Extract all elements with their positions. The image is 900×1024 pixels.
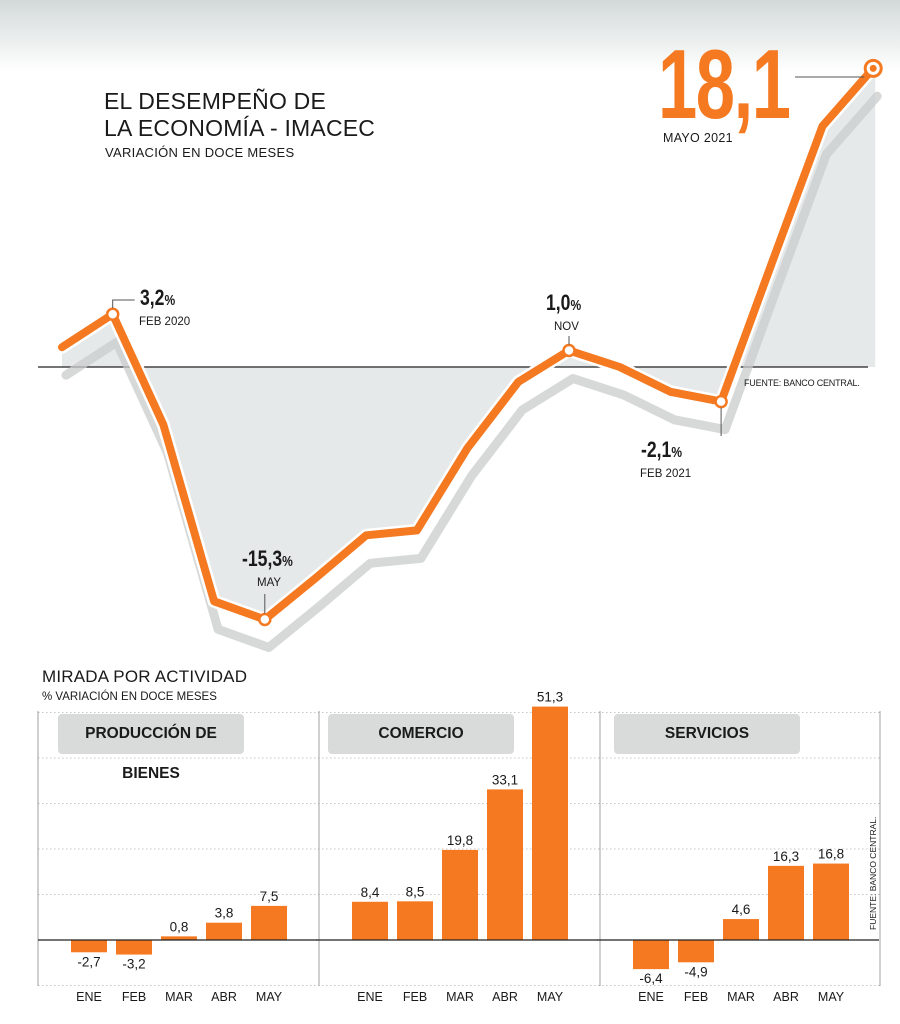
x-tick-label: MAY — [818, 990, 845, 1004]
bar-bienes-feb — [116, 940, 152, 955]
point-may2020 — [258, 612, 272, 627]
x-tick-label: ENE — [638, 990, 664, 1004]
bar-value-label: 19,8 — [447, 833, 473, 848]
bar-value-label: 8,5 — [406, 884, 425, 899]
top-band — [0, 0, 900, 72]
bar-servicios-abr — [768, 865, 804, 940]
bar-bienes-ene — [71, 940, 107, 953]
bar-value-label: -4,9 — [684, 964, 707, 979]
imacec-series-line — [58, 64, 878, 624]
point-may2021-center — [869, 64, 877, 72]
bar-bienes-abr — [206, 922, 242, 940]
bar-value-label: 16,3 — [773, 849, 799, 864]
title-line-1: EL DESEMPEÑO DE — [104, 88, 326, 114]
bar-value-label: -6,4 — [639, 971, 663, 986]
x-tick-label: FEB — [403, 990, 427, 1004]
title-line-2: LA ECONOMÍA - IMACEC — [104, 115, 376, 141]
section-subtitle: % VARIACIÓN EN DOCE MESES — [42, 691, 217, 703]
x-tick-label: MAY — [256, 990, 283, 1004]
bar-value-label: -3,2 — [122, 957, 145, 972]
bar-comercio-mar — [442, 849, 478, 940]
highlight-value: 18,1 — [658, 29, 791, 139]
x-tick-label: ABR — [492, 990, 518, 1004]
bar-servicios-may — [813, 863, 849, 940]
bar-comercio-abr — [487, 789, 523, 940]
x-tick-label: MAR — [446, 990, 474, 1004]
imacec-line-chart — [38, 58, 883, 652]
x-tick-label: MAR — [727, 990, 755, 1004]
annotation-nov2020-value: 1,0% — [546, 290, 582, 315]
bar-comercio-may — [532, 706, 568, 940]
highlight-label: MAYO 2021 — [663, 131, 733, 145]
bar-value-label: 0,8 — [170, 919, 189, 934]
bar-value-label: 33,1 — [492, 772, 518, 787]
x-tick-label: ENE — [76, 990, 102, 1004]
x-tick-label: ABR — [211, 990, 237, 1004]
chart-subtitle: VARIACIÓN EN DOCE MESES — [105, 145, 295, 160]
bar-value-label: 8,4 — [361, 885, 380, 900]
x-tick-label: FEB — [684, 990, 708, 1004]
annotation-feb2021-value: -2,1% — [641, 437, 683, 462]
bar-value-label: -2,7 — [77, 954, 100, 969]
leader-feb2020 — [112, 299, 135, 309]
annotation-feb2020-value: 3,2% — [140, 285, 176, 310]
chart-title: EL DESEMPEÑO DE LA ECONOMÍA - IMACEC — [104, 88, 375, 142]
source-note-vertical: FUENTE: BANCO CENTRAL. — [868, 816, 878, 930]
bar-value-label: 4,6 — [732, 902, 751, 917]
area-fill — [62, 68, 876, 620]
bar-value-label: 3,8 — [215, 906, 234, 921]
annotation-nov2020-label: NOV — [554, 321, 579, 333]
point-feb2020 — [105, 307, 120, 321]
panel-label-comercio: COMERCIO — [328, 714, 514, 754]
panel-label-bienes: PRODUCCIÓN DE BIENES — [58, 714, 244, 782]
bar-value-label: 16,8 — [818, 847, 844, 862]
bar-bienes-mar — [161, 936, 197, 940]
bar-value-label: 51,3 — [537, 690, 563, 705]
section-title: MIRADA POR ACTIVIDAD — [42, 667, 248, 686]
bar-servicios-mar — [723, 919, 759, 940]
bar-bienes-may — [251, 905, 287, 940]
x-tick-label: MAR — [165, 990, 193, 1004]
bar-servicios-ene — [633, 940, 669, 970]
x-tick-label: FEB — [122, 990, 146, 1004]
annotation-may2020-label: MAY — [257, 577, 282, 589]
bar-servicios-feb — [678, 940, 714, 963]
source-note: FUENTE: BANCO CENTRAL. — [744, 378, 860, 388]
bar-value-label: 7,5 — [260, 889, 279, 904]
x-tick-label: ABR — [773, 990, 799, 1004]
x-tick-label: MAY — [537, 990, 564, 1004]
bar-comercio-feb — [397, 901, 433, 940]
point-nov2020 — [562, 343, 576, 358]
annotation-feb2021-label: FEB 2021 — [640, 468, 692, 480]
annotation-feb2020-label: FEB 2020 — [139, 316, 191, 328]
annotation-may2020-value: -15,3% — [242, 546, 293, 571]
panel-label-servicios: SERVICIOS — [614, 714, 800, 754]
point-feb2021 — [714, 394, 728, 409]
x-tick-label: ENE — [357, 990, 383, 1004]
bar-comercio-ene — [352, 901, 388, 940]
